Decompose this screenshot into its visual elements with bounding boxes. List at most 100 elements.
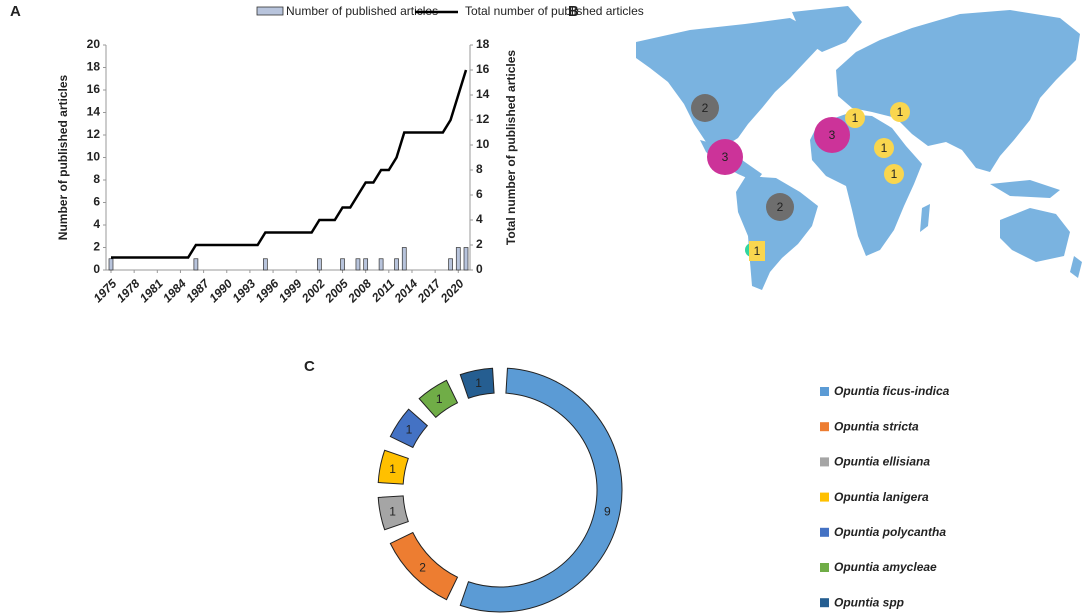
y-tick-label: 20 (87, 37, 101, 51)
bar (401, 247, 407, 271)
x-tick-label: 2020 (437, 276, 467, 306)
legend-label: Number of published articles (286, 4, 438, 18)
bubble-label: 1 (754, 244, 761, 258)
y-tick-label: 18 (87, 60, 101, 74)
panel-label: B (568, 3, 579, 20)
madagascar (920, 204, 930, 232)
y-tick-label: 2 (93, 240, 100, 254)
bubble (766, 193, 794, 221)
legend-swatch (820, 492, 829, 502)
legend-label: Opuntia stricta (834, 419, 919, 433)
legend-label: Opuntia spp (834, 595, 904, 609)
segment-label: 1 (436, 392, 443, 406)
bar (448, 258, 453, 271)
legend-swatch (820, 387, 829, 396)
y-tick-label: 0 (93, 262, 100, 276)
bubble (707, 139, 743, 175)
legend-swatch (820, 527, 829, 537)
bubble-label: 1 (891, 167, 898, 181)
new-zealand (1070, 256, 1082, 278)
x-tick-label: 1999 (276, 276, 305, 305)
bubble (890, 102, 910, 122)
segment-label: 1 (406, 422, 413, 436)
y2-tick-label: 12 (476, 112, 490, 126)
segment-label: 1 (389, 462, 396, 476)
x-tick-label: 2002 (298, 276, 328, 306)
y-tick-label: 14 (87, 105, 101, 119)
y2-tick-label: 8 (476, 162, 483, 176)
segment-label: 1 (389, 505, 396, 519)
y-axis-title: Number of published articles (56, 74, 70, 240)
segment-label: 9 (604, 505, 611, 519)
x-tick-label: 1990 (206, 276, 235, 305)
bubble (884, 164, 904, 184)
legend-swatch (820, 457, 829, 467)
australia (1000, 208, 1070, 262)
bubble (874, 138, 894, 158)
x-tick-label: 2011 (368, 276, 397, 305)
legend-label: Total number of published articles (465, 4, 644, 18)
x-tick-label: 1987 (183, 276, 213, 306)
legend-swatch (820, 422, 829, 432)
segment-label: 1 (475, 376, 482, 390)
bar (340, 258, 345, 271)
x-tick-label: 1981 (137, 276, 166, 305)
bubble-label: 3 (829, 128, 836, 142)
legend-label: Opuntia amycleae (834, 560, 937, 574)
bubble-label: 1 (897, 105, 904, 119)
y2-tick-label: 14 (476, 87, 490, 101)
y-tick-label: 16 (87, 82, 101, 96)
y2-tick-label: 2 (476, 237, 483, 251)
donut-segment (459, 367, 623, 613)
legend-swatch (256, 6, 284, 16)
bubble (691, 94, 719, 122)
bar (378, 258, 384, 271)
x-tick-label: 2005 (321, 276, 351, 306)
bar (363, 258, 369, 271)
south-america (736, 176, 818, 290)
bar (193, 258, 199, 271)
y2-tick-label: 6 (476, 187, 483, 201)
indonesia (990, 180, 1060, 198)
bar (108, 258, 114, 271)
greenland (792, 6, 862, 52)
donut-segment (418, 379, 459, 419)
bubble (814, 117, 850, 153)
bar (394, 258, 399, 271)
y2-axis-title: Total number of published articles (504, 50, 518, 245)
donut-segment (459, 367, 495, 399)
y-tick-label: 6 (93, 195, 100, 209)
y2-tick-label: 10 (476, 137, 490, 151)
panel-label: A (10, 3, 21, 20)
donut-segment (377, 495, 409, 531)
legend-label: Opuntia ficus-indica (834, 384, 950, 398)
bar (317, 258, 322, 271)
segment-label: 2 (419, 561, 426, 575)
x-tick-label: 2017 (414, 276, 444, 306)
line (111, 69, 468, 259)
legend-label: Opuntia polycantha (834, 525, 946, 539)
x-tick-label: 1975 (91, 276, 120, 305)
y2-tick-label: 0 (476, 262, 483, 276)
bubble-label: 3 (722, 150, 729, 164)
x-tick-label: 1993 (229, 276, 258, 305)
y-tick-label: 8 (93, 172, 100, 186)
bubble-label: 2 (702, 101, 709, 115)
eurasia (836, 10, 1080, 172)
x-tick-label: 2014 (391, 276, 421, 306)
north-america (636, 18, 822, 148)
y2-tick-label: 4 (476, 212, 483, 226)
bubble-label: 2 (777, 200, 784, 214)
y-tick-label: 12 (87, 127, 101, 141)
y2-tick-label: 18 (476, 37, 490, 51)
x-tick-label: 1978 (114, 276, 143, 305)
bar (455, 247, 461, 271)
x-tick-label: 2008 (345, 276, 375, 306)
y-tick-label: 4 (93, 217, 100, 231)
legend-label: Opuntia lanigera (834, 490, 929, 504)
bar (355, 258, 361, 271)
bar (262, 258, 268, 271)
bubble-label: 1 (852, 111, 859, 125)
x-tick-label: 1984 (160, 276, 189, 305)
panel-label: C (304, 358, 315, 375)
